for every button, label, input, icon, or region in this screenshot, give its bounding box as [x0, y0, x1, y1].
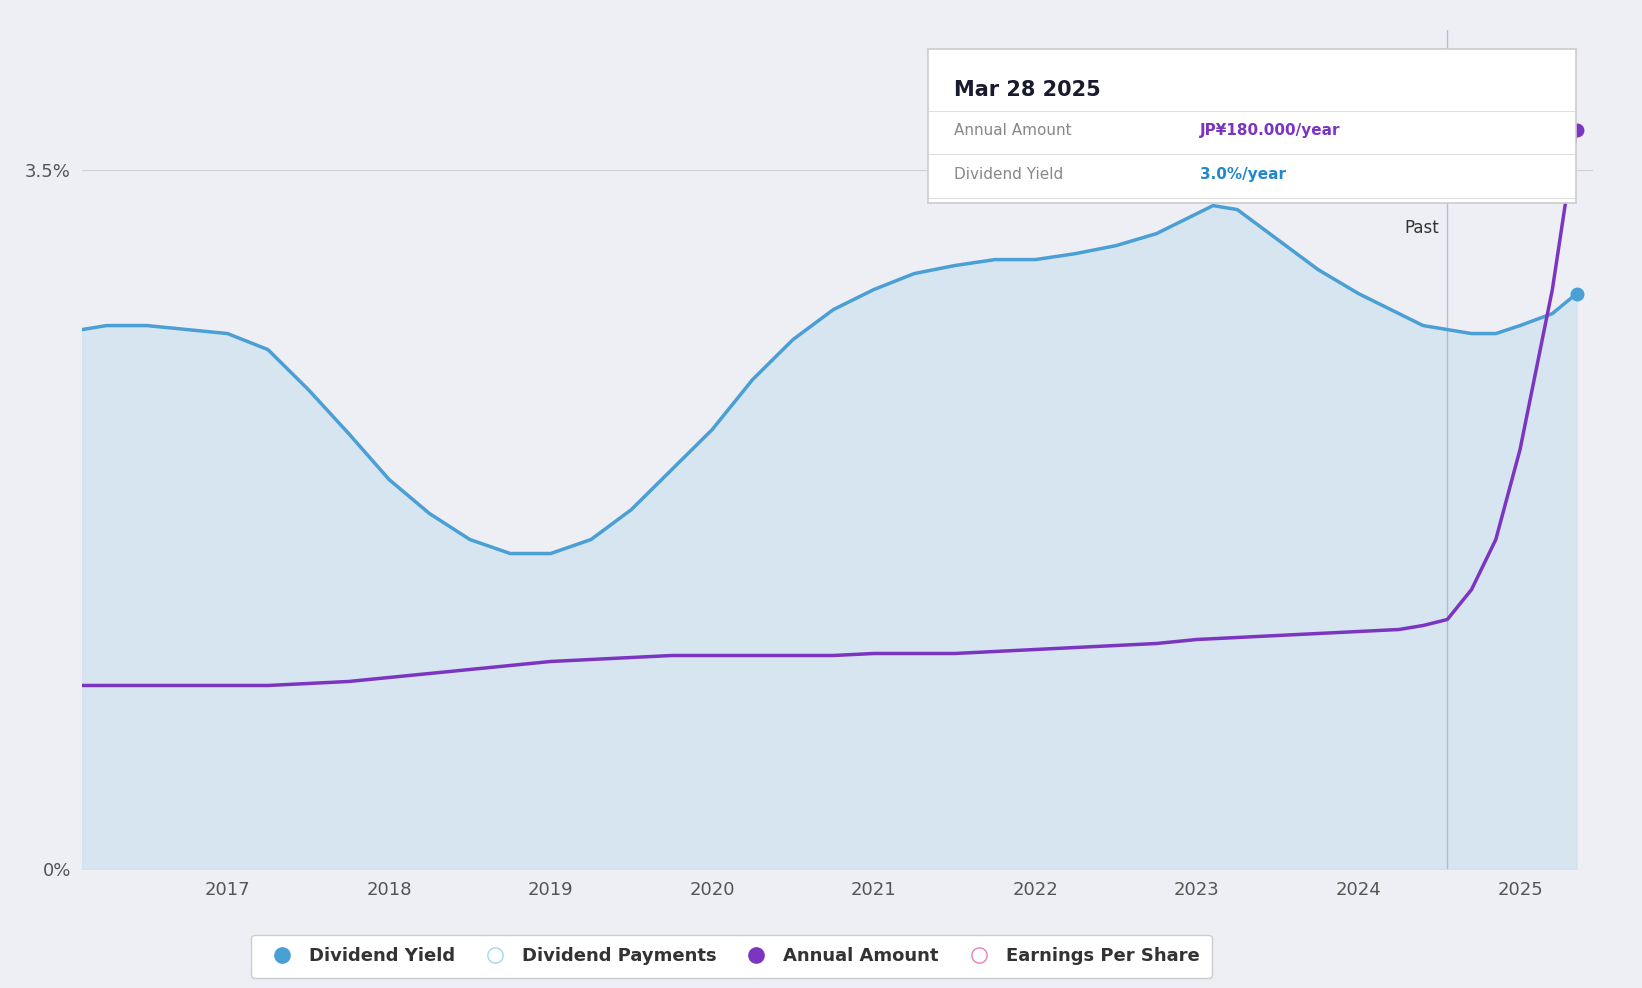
Text: JP¥180.000/year: JP¥180.000/year: [1200, 124, 1340, 138]
Text: Annual Amount: Annual Amount: [954, 124, 1071, 138]
Text: Dividend Yield: Dividend Yield: [954, 168, 1062, 183]
Legend: Dividend Yield, Dividend Payments, Annual Amount, Earnings Per Share: Dividend Yield, Dividend Payments, Annua…: [251, 935, 1212, 978]
Text: Past: Past: [1404, 218, 1440, 236]
Text: 3.0%/year: 3.0%/year: [1200, 168, 1286, 183]
Text: Mar 28 2025: Mar 28 2025: [954, 80, 1100, 100]
